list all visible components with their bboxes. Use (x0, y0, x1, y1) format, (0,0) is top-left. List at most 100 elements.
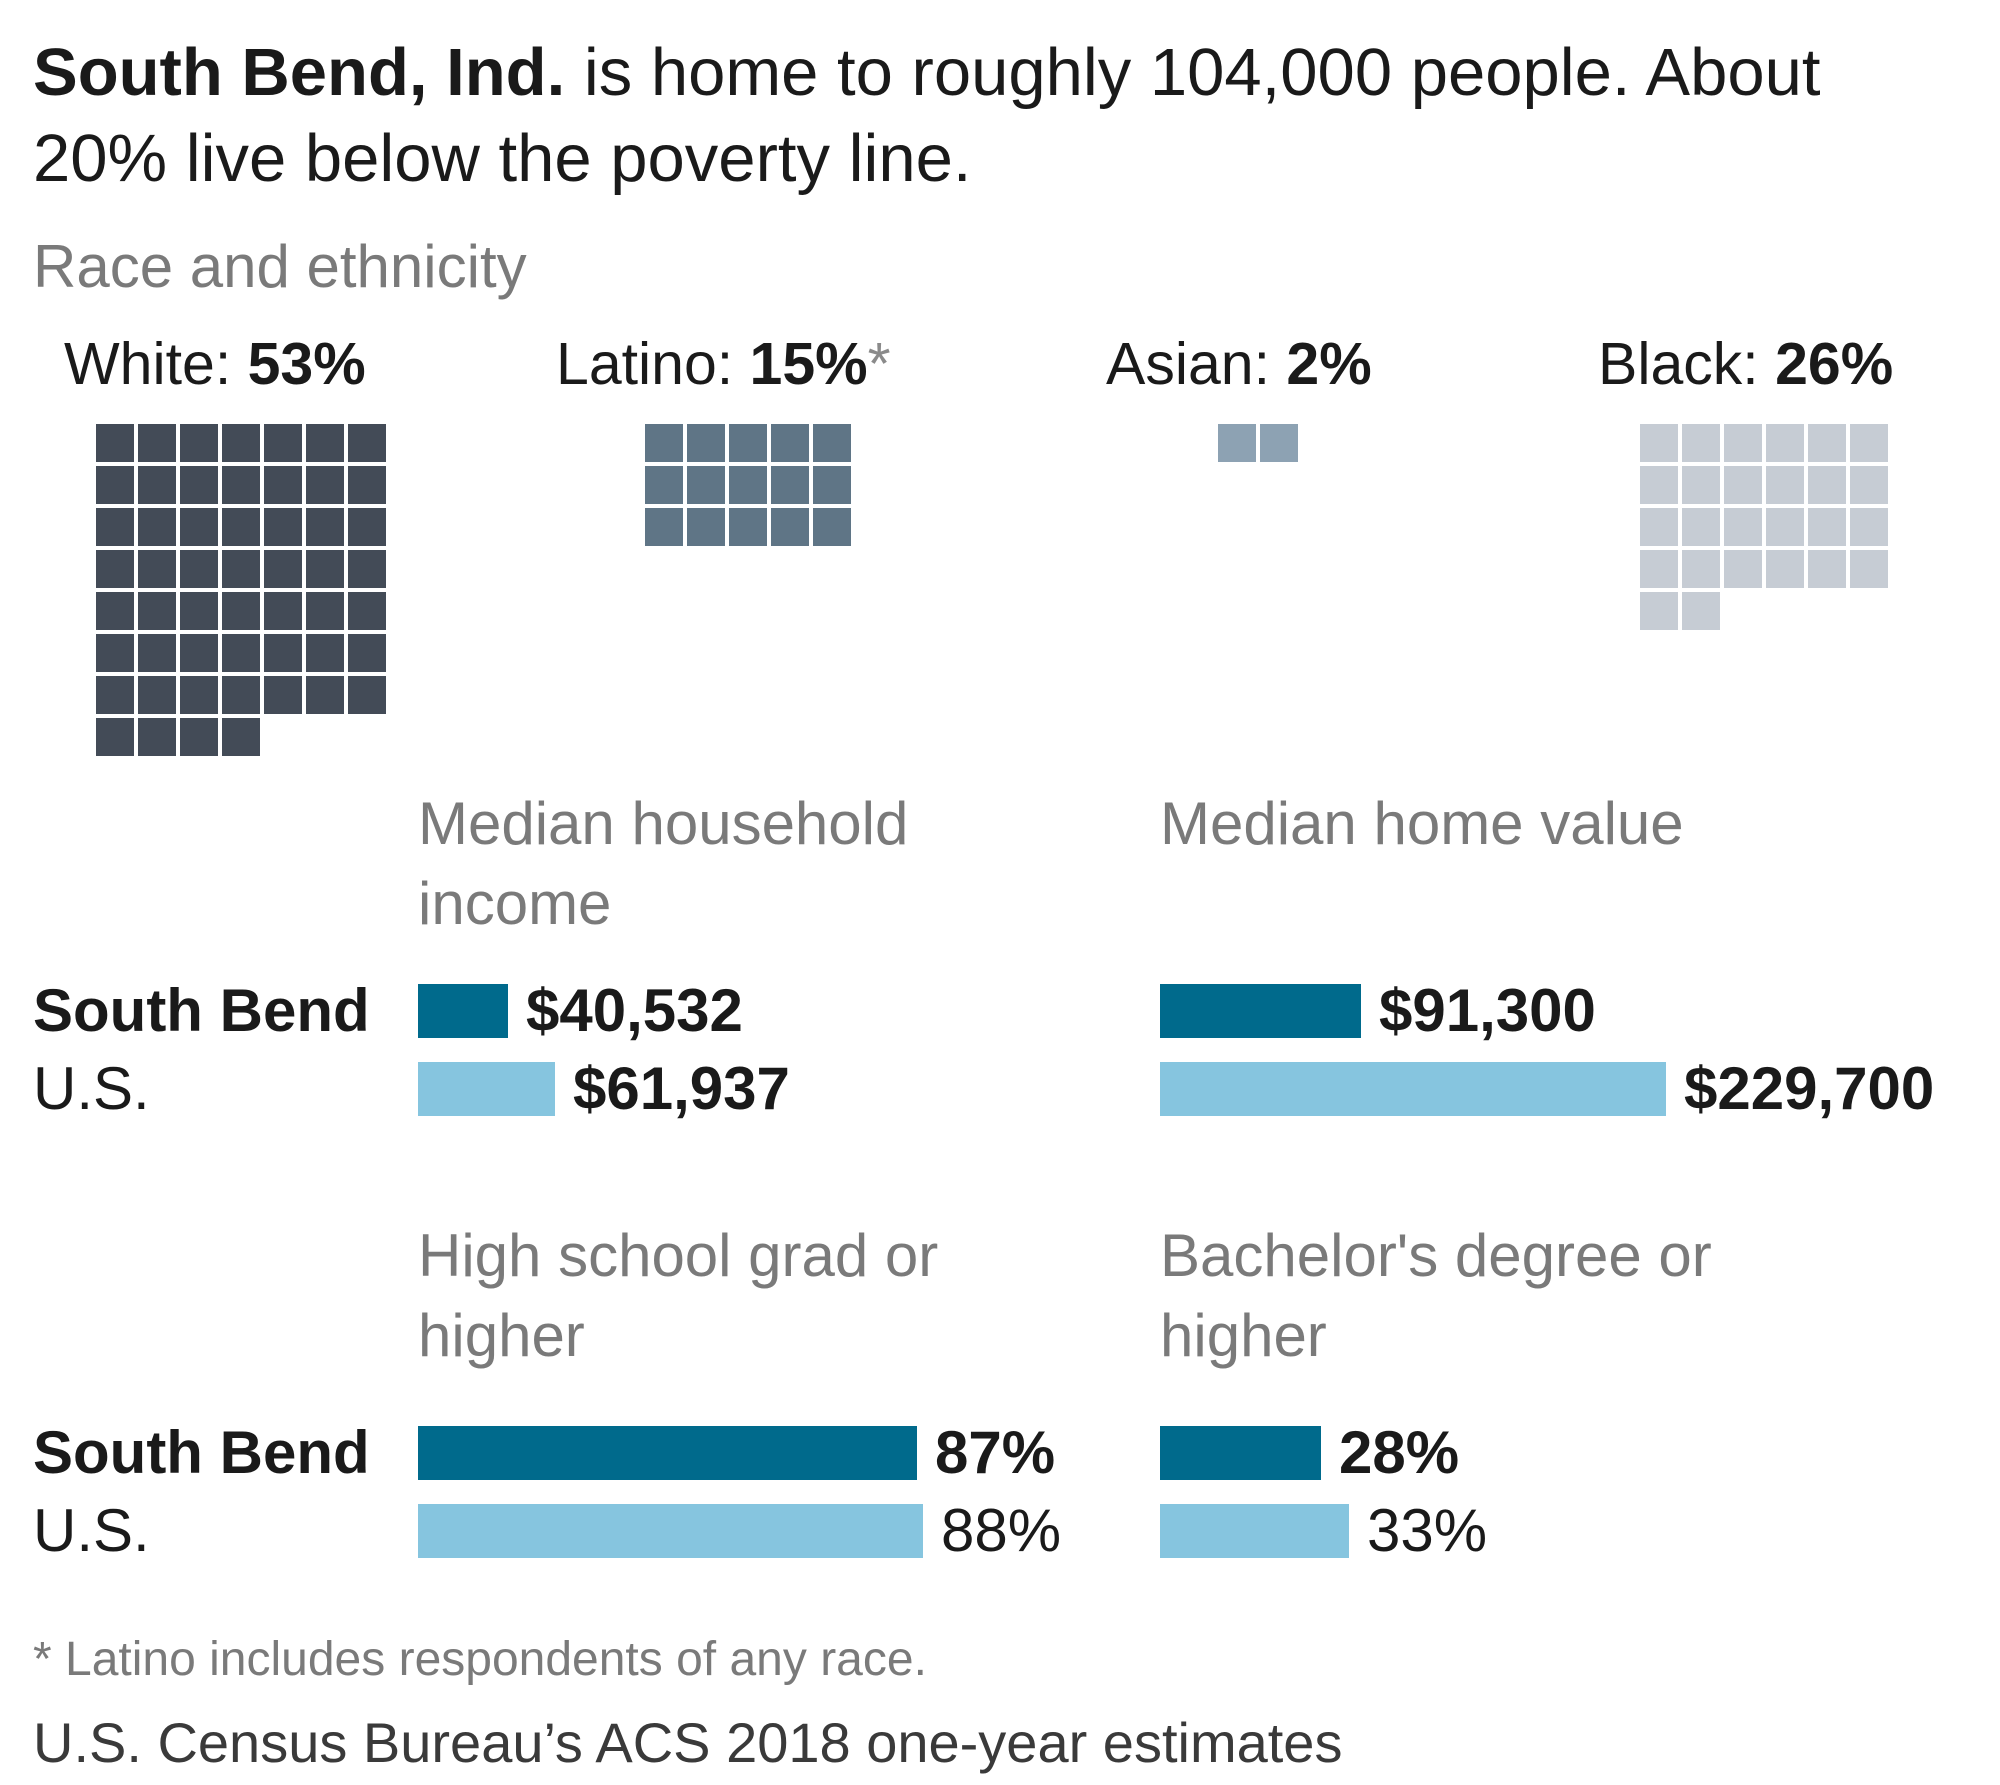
waffle-cell-white (138, 466, 176, 504)
waffle-cell-black (1850, 508, 1888, 546)
value-income-south-bend: $40,532 (526, 977, 743, 1044)
waffle-cell-latino (645, 508, 683, 546)
waffle-cell-latino (729, 508, 767, 546)
waffle-cell-white (180, 676, 218, 714)
waffle-cell-white (306, 424, 344, 462)
waffle-cell-white (222, 634, 260, 672)
waffle-cell-white (306, 634, 344, 672)
waffle-cell-white (180, 508, 218, 546)
waffle-cell-white (180, 424, 218, 462)
waffle-cell-white (222, 466, 260, 504)
waffle-cell-white (180, 718, 218, 756)
waffle-cell-white (138, 424, 176, 462)
waffle-cell-white (222, 676, 260, 714)
waffle-cell-white (264, 508, 302, 546)
row-label-south-bend: South Bend (33, 977, 370, 1044)
waffle-cell-latino (813, 466, 851, 504)
row-label-south-bend: South Bend (33, 1419, 370, 1486)
waffle-cell-black (1724, 466, 1762, 504)
waffle-cell-black (1640, 424, 1678, 462)
waffle-cell-white (180, 634, 218, 672)
bar-home-value-us (1160, 1062, 1666, 1116)
metric-title-bachelors: Bachelor's degree or higher (1160, 1222, 1712, 1369)
waffle-cell-asian (1260, 424, 1298, 462)
waffle-cell-white (348, 676, 386, 714)
waffle-cell-white (306, 676, 344, 714)
waffle-cell-black (1850, 424, 1888, 462)
bar-home-value-south-bend (1160, 984, 1361, 1038)
waffle-cell-latino (645, 466, 683, 504)
footnote: * Latino includes respondents of any rac… (33, 1633, 927, 1686)
waffle-cell-white (264, 424, 302, 462)
waffle-cell-black (1724, 424, 1762, 462)
metric-title-home-value: Median home value (1160, 790, 1684, 857)
group-name-latino: Latino: (556, 331, 750, 397)
waffle-cell-black (1682, 424, 1720, 462)
waffle-cell-white (96, 466, 134, 504)
waffle-cell-white (96, 718, 134, 756)
group-value-black: 26% (1775, 331, 1894, 397)
waffle-cell-white (222, 718, 260, 756)
waffle-cell-white (348, 466, 386, 504)
waffle-cell-white (96, 424, 134, 462)
metric-title-high-school: High school grad or higher (418, 1222, 939, 1369)
group-value-latino: 15% (749, 331, 868, 397)
waffle-cell-white (138, 592, 176, 630)
waffle-cell-white (306, 550, 344, 588)
waffle-cell-latino (813, 424, 851, 462)
waffle-cell-black (1640, 550, 1678, 588)
waffle-cell-black (1640, 466, 1678, 504)
headline-bold: South Bend, Ind. (33, 35, 566, 110)
waffle-cell-white (138, 676, 176, 714)
waffle-cell-white (306, 592, 344, 630)
value-home-value-us: $229,700 (1684, 1055, 1935, 1122)
waffle-cell-white (180, 466, 218, 504)
bar-income-us (418, 1062, 555, 1116)
waffle-cell-white (96, 550, 134, 588)
row-label-us: U.S. (33, 1055, 150, 1122)
waffle-cell-black (1724, 508, 1762, 546)
group-asterisk-latino: * (867, 331, 891, 397)
waffle-cell-latino (687, 508, 725, 546)
group-label-white: White: 53% (64, 330, 366, 398)
waffle-cell-white (264, 592, 302, 630)
waffle-cell-white (306, 466, 344, 504)
waffle-cell-white (96, 634, 134, 672)
waffle-cell-black (1682, 508, 1720, 546)
headline-rest: is home to roughly 104,000 people. About… (33, 35, 1821, 196)
bar-bachelors-us (1160, 1504, 1349, 1558)
value-high-school-us: 88% (941, 1497, 1062, 1564)
waffle-cell-white (348, 550, 386, 588)
waffle-cell-white (264, 676, 302, 714)
waffle-cell-white (180, 550, 218, 588)
value-bachelors-south-bend: 28% (1339, 1419, 1460, 1486)
bar-bachelors-south-bend (1160, 1426, 1321, 1480)
waffle-cell-latino (687, 424, 725, 462)
waffle-cell-black (1766, 466, 1804, 504)
waffle-cell-white (138, 718, 176, 756)
waffle-cell-black (1640, 592, 1678, 630)
headline: South Bend, Ind. is home to roughly 104,… (33, 30, 1973, 202)
group-label-black: Black: 26% (1598, 330, 1893, 398)
value-bachelors-us: 33% (1367, 1497, 1488, 1564)
waffle-cell-latino (771, 508, 809, 546)
waffle-cell-white (306, 508, 344, 546)
group-label-asian: Asian: 2% (1106, 330, 1372, 398)
waffle-cell-black (1640, 508, 1678, 546)
group-name-asian: Asian: (1106, 331, 1287, 397)
waffle-cell-white (348, 592, 386, 630)
group-value-asian: 2% (1286, 331, 1372, 397)
waffle-cell-black (1808, 466, 1846, 504)
waffle-cell-white (222, 550, 260, 588)
waffle-cell-white (348, 634, 386, 672)
waffle-cell-white (264, 466, 302, 504)
waffle-cell-black (1682, 466, 1720, 504)
waffle-cell-white (222, 424, 260, 462)
group-value-white: 53% (247, 331, 366, 397)
value-income-us: $61,937 (573, 1055, 790, 1122)
source-credit: U.S. Census Bureau’s ACS 2018 one-year e… (33, 1711, 1343, 1774)
waffle-cell-latino (645, 424, 683, 462)
waffle-cell-black (1766, 550, 1804, 588)
waffle-cell-black (1850, 466, 1888, 504)
waffle-cell-white (348, 424, 386, 462)
